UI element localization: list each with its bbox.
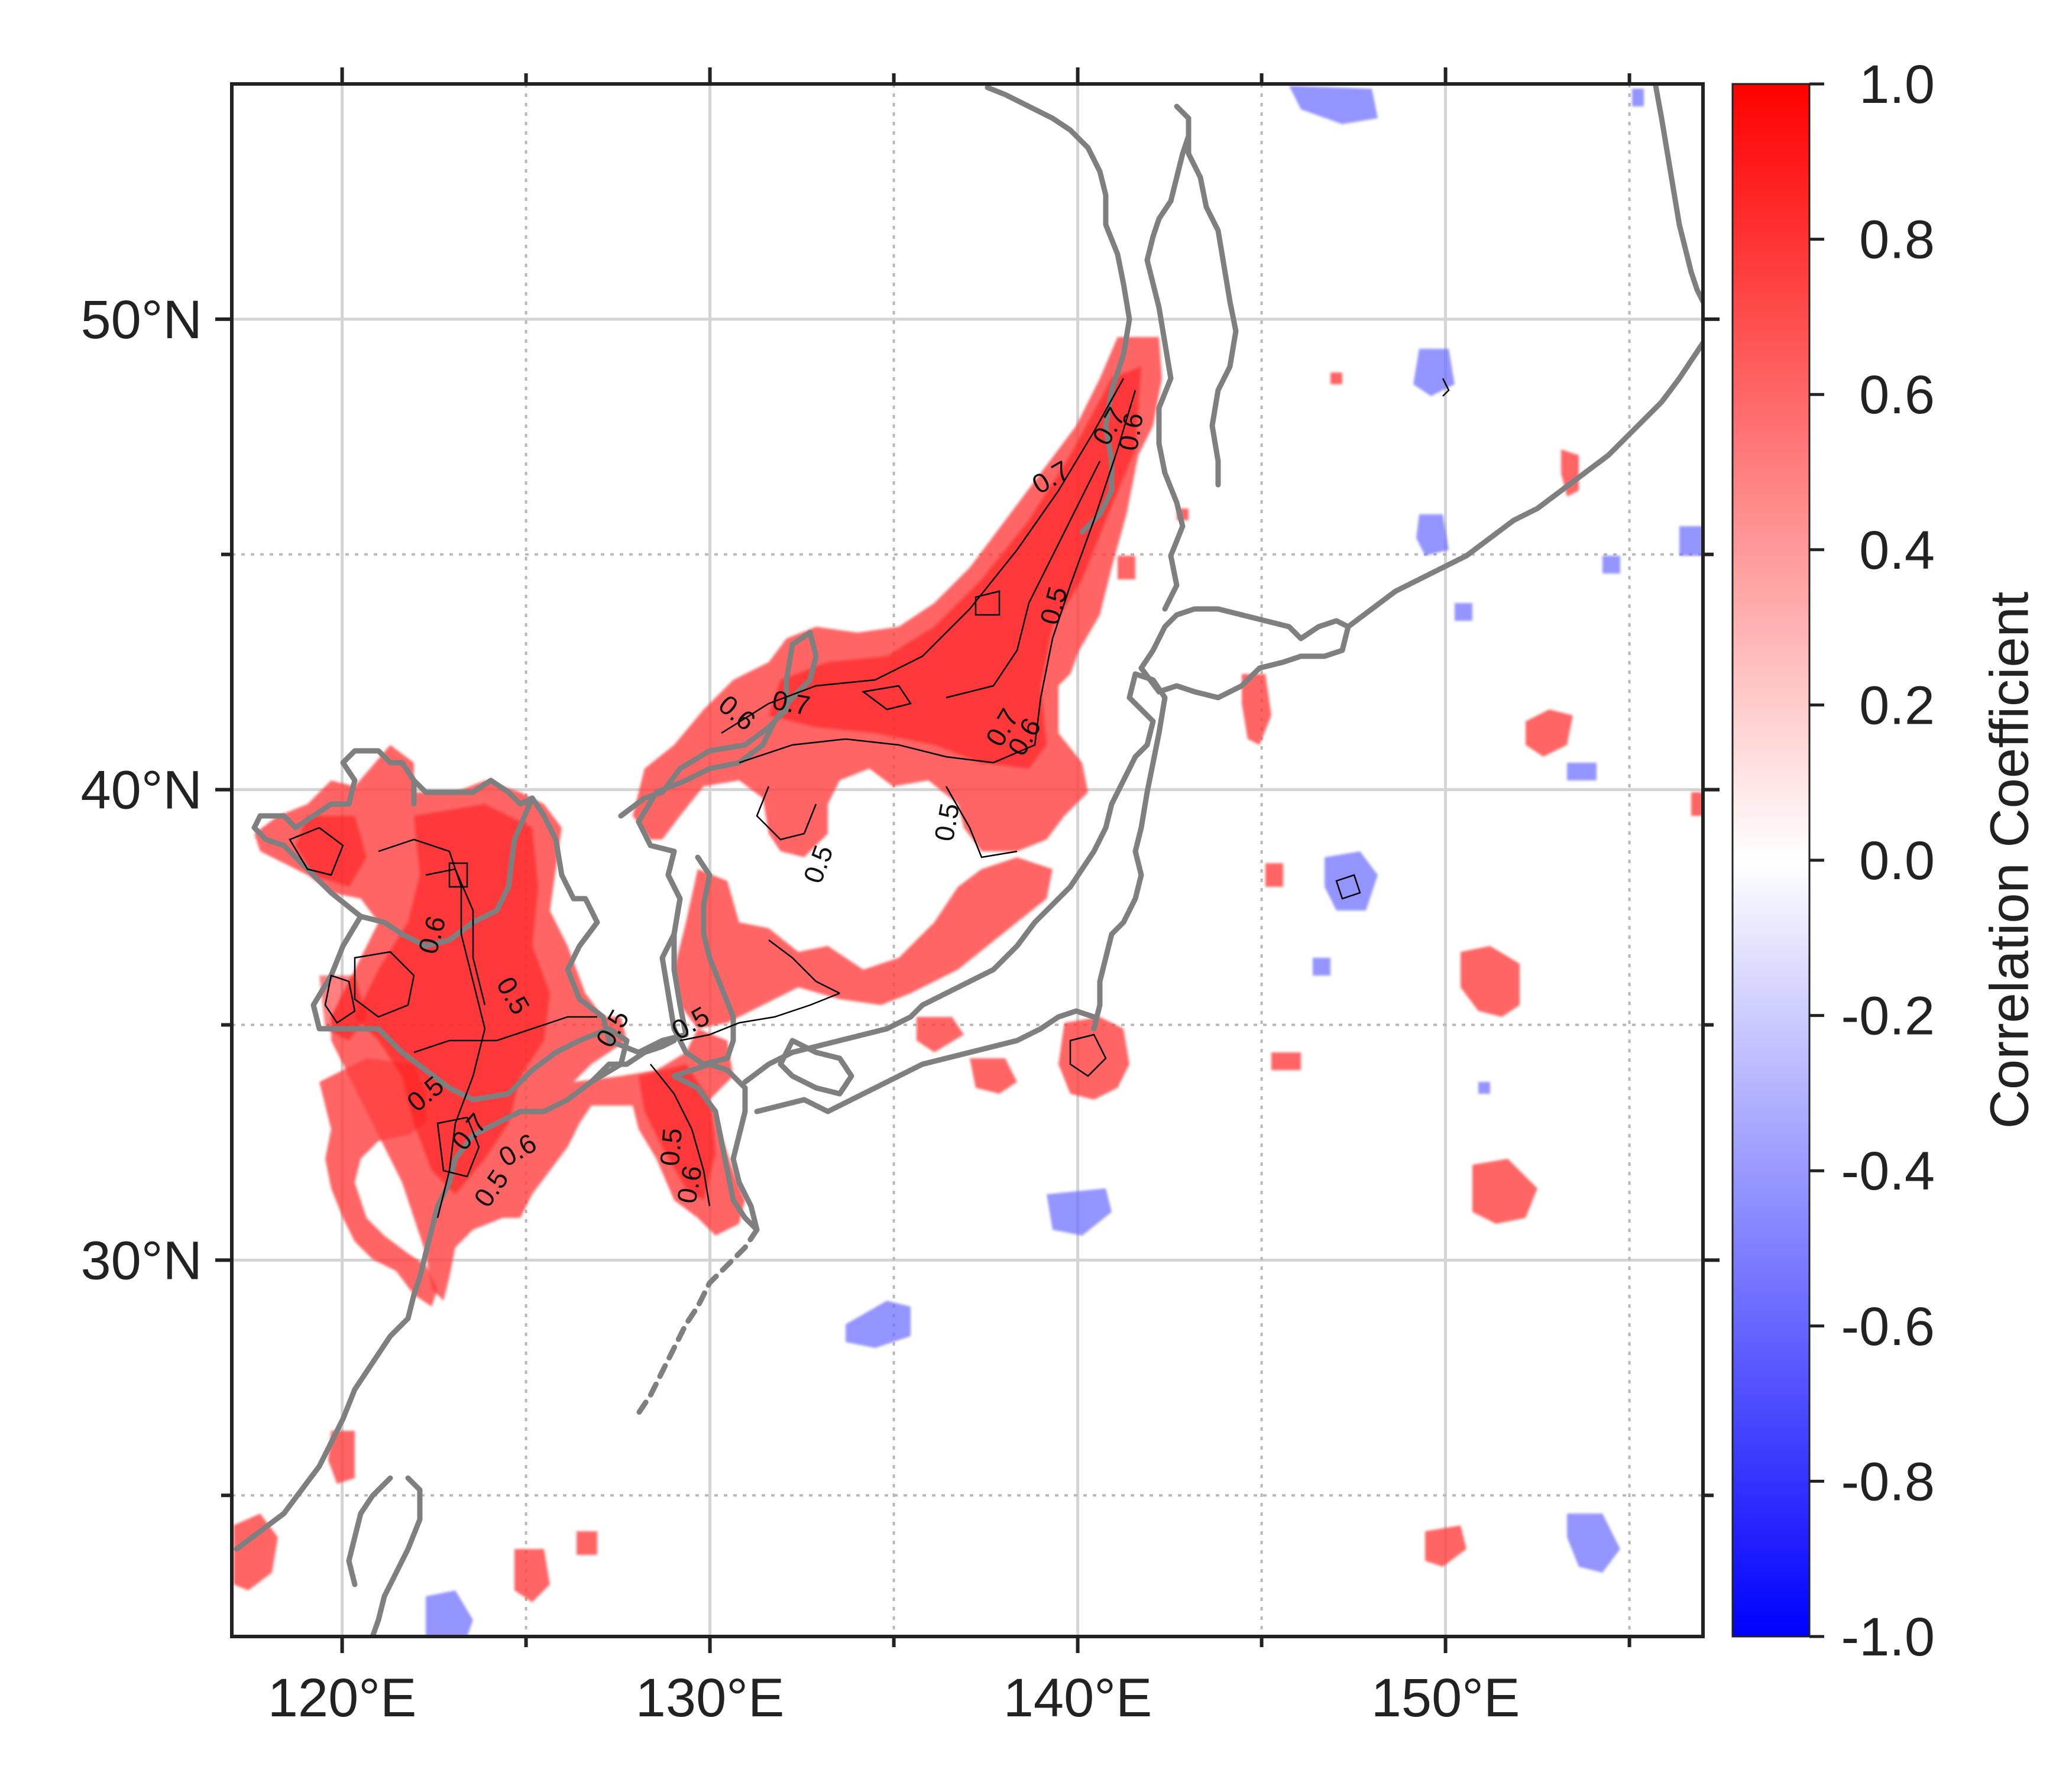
contour-label: 0.5 bbox=[928, 801, 965, 844]
x-tick-label: 120°E bbox=[268, 1668, 417, 1728]
field-hokkaido-east bbox=[1242, 674, 1271, 745]
axis-ticks bbox=[215, 67, 1720, 1653]
map-frame bbox=[230, 82, 1705, 1638]
coast-sakhalin bbox=[1144, 103, 1191, 612]
coastlines bbox=[234, 84, 1703, 1637]
colorbar-tick-label: -0.8 bbox=[1841, 1451, 1935, 1512]
x-tick-label: 130°E bbox=[636, 1668, 785, 1728]
field-island-1 bbox=[577, 1531, 597, 1555]
colorbar-tick-label: -0.4 bbox=[1841, 1141, 1935, 1201]
field-pacific-6 bbox=[1691, 792, 1703, 816]
colorbar-tick-label: 0.4 bbox=[1859, 520, 1935, 581]
field-pacific-3 bbox=[1425, 1525, 1466, 1567]
coast-honshu-west bbox=[742, 671, 1168, 1085]
colorbar-label: Correlation Coefficient bbox=[1979, 592, 2039, 1129]
y-tick-label: 40°N bbox=[80, 760, 202, 821]
colorbar-tick-label: 0.2 bbox=[1859, 675, 1935, 735]
field-china-coast-south bbox=[319, 1058, 438, 1307]
coast-shikoku bbox=[778, 1038, 854, 1097]
axis-tick-labels: 120°E 130°E 140°E 150°E 30°N 40°N 50°N bbox=[80, 290, 1520, 1728]
x-tick-label: 140°E bbox=[1003, 1668, 1152, 1728]
field-tokyo-coast bbox=[970, 1058, 1017, 1094]
negative-correlation-field bbox=[426, 86, 1703, 1637]
field-fujian bbox=[328, 1431, 355, 1484]
field-pacific-4 bbox=[1265, 863, 1283, 887]
coast-kuril bbox=[1345, 340, 1703, 630]
colorbar-tick-label: 0.6 bbox=[1859, 365, 1935, 425]
coast-kamchatka bbox=[1653, 84, 1703, 304]
coast-taiwan-west bbox=[346, 1475, 393, 1587]
colorbar-tick-label: 0.8 bbox=[1859, 210, 1935, 270]
colorbar-tick-label: 1.0 bbox=[1859, 54, 1935, 115]
colorbar-gradient bbox=[1731, 83, 1811, 1638]
coast-ryukyu bbox=[636, 1227, 760, 1416]
coast-korea-west bbox=[565, 1038, 677, 1103]
coast-russia-east bbox=[985, 85, 1132, 535]
contour-label: 0.6 bbox=[671, 1163, 708, 1206]
coast-hokkaido bbox=[1138, 606, 1351, 701]
field-pacific-2 bbox=[1472, 1159, 1537, 1224]
colorbar-tick-label: -1.0 bbox=[1841, 1607, 1935, 1667]
field-small-1 bbox=[1330, 372, 1342, 384]
coast-honshu-south bbox=[754, 1008, 1097, 1114]
colorbar-tick-label: -0.6 bbox=[1841, 1297, 1935, 1357]
colorbar: 1.0 0.8 0.6 0.4 0.2 0.0 -0.2 -0.4 -0.6 -0.8 -1.0 C… bbox=[1731, 54, 2039, 1667]
field-kuril-1 bbox=[1526, 709, 1573, 757]
contour-lines bbox=[289, 378, 1450, 1219]
colorbar-tick-label: -0.2 bbox=[1841, 986, 1935, 1046]
coast-bohai bbox=[251, 748, 417, 919]
contour-label: 0.5 bbox=[654, 1127, 688, 1167]
contour-label: 0.7 bbox=[770, 684, 812, 721]
coast-liaodong bbox=[411, 777, 535, 807]
y-tick-label: 50°N bbox=[80, 290, 202, 350]
field-kyushu bbox=[917, 1017, 964, 1052]
coast-taiwan bbox=[370, 1475, 423, 1637]
field-small-2 bbox=[1118, 556, 1135, 579]
field-pacific-1 bbox=[1461, 946, 1520, 1017]
field-east-china-sea bbox=[514, 1549, 550, 1602]
x-tick-label: 150°E bbox=[1371, 1668, 1520, 1728]
field-korea-japan-sea bbox=[674, 857, 1053, 1029]
coast-korea bbox=[659, 848, 736, 1067]
y-tick-label: 30°N bbox=[80, 1230, 202, 1291]
colorbar-tick-label: 0.0 bbox=[1859, 831, 1935, 891]
field-taiwan-strait bbox=[234, 1514, 278, 1590]
coast-kyushu bbox=[671, 1061, 760, 1233]
contour-label: 0.6 bbox=[1112, 410, 1149, 453]
field-pacific-5 bbox=[1271, 1052, 1301, 1070]
coast-russia-inner bbox=[1186, 115, 1239, 488]
field-kanto bbox=[1058, 1017, 1129, 1100]
colorbar-ticks: 1.0 0.8 0.6 0.4 0.2 0.0 -0.2 -0.4 -0.6 -0.8 -1.0 bbox=[1809, 54, 1935, 1667]
